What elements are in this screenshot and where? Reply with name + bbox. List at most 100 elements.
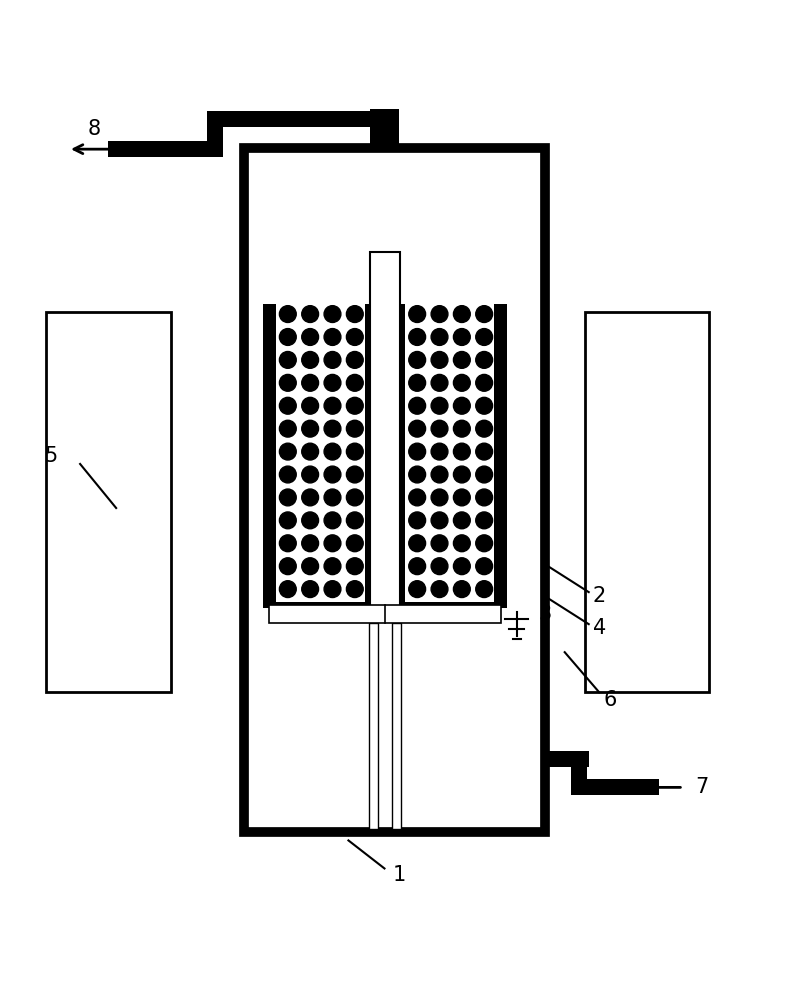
Text: 3: 3 [538, 604, 552, 624]
Circle shape [280, 329, 296, 345]
Bar [46, 312, 171, 692]
Circle shape [324, 397, 341, 414]
Circle shape [302, 397, 319, 414]
Bar [244, 148, 545, 832]
Circle shape [346, 443, 363, 460]
Circle shape [302, 466, 319, 483]
Bar [545, 751, 589, 767]
Circle shape [409, 306, 425, 322]
Circle shape [280, 306, 296, 322]
Circle shape [280, 558, 296, 575]
Circle shape [280, 352, 296, 368]
Circle shape [476, 352, 493, 368]
Circle shape [346, 352, 363, 368]
Circle shape [302, 420, 319, 437]
Circle shape [409, 329, 425, 345]
Circle shape [453, 535, 470, 552]
Circle shape [453, 352, 470, 368]
Circle shape [280, 512, 296, 529]
Circle shape [476, 374, 493, 391]
Text: 8: 8 [88, 119, 101, 139]
Circle shape [476, 306, 493, 322]
Circle shape [324, 535, 341, 552]
Circle shape [324, 306, 341, 322]
Circle shape [302, 581, 319, 598]
Bar [585, 312, 709, 692]
Bar [276, 304, 365, 602]
Circle shape [302, 558, 319, 575]
Circle shape [324, 374, 341, 391]
Text: 2: 2 [593, 586, 606, 606]
Circle shape [409, 489, 425, 506]
Circle shape [409, 352, 425, 368]
Circle shape [431, 489, 448, 506]
Circle shape [409, 535, 425, 552]
Circle shape [431, 512, 448, 529]
Circle shape [346, 535, 363, 552]
Text: 7: 7 [695, 777, 709, 797]
Bar [369, 623, 378, 829]
Text: 6: 6 [603, 690, 617, 710]
Circle shape [453, 374, 470, 391]
Bar [405, 304, 494, 602]
Circle shape [476, 512, 493, 529]
Circle shape [302, 489, 319, 506]
Circle shape [476, 535, 493, 552]
Circle shape [324, 512, 341, 529]
Circle shape [409, 443, 425, 460]
Circle shape [346, 558, 363, 575]
Circle shape [324, 489, 341, 506]
Circle shape [431, 443, 448, 460]
Text: 1: 1 [392, 865, 406, 885]
Circle shape [431, 397, 448, 414]
Circle shape [302, 443, 319, 460]
Circle shape [324, 466, 341, 483]
Circle shape [431, 374, 448, 391]
Circle shape [324, 558, 341, 575]
Circle shape [324, 443, 341, 460]
Circle shape [324, 352, 341, 368]
Circle shape [324, 420, 341, 437]
Bar [369, 252, 400, 612]
Bar [370, 109, 399, 148]
Text: 4: 4 [593, 618, 606, 638]
Circle shape [409, 420, 425, 437]
Circle shape [431, 558, 448, 575]
Circle shape [476, 443, 493, 460]
Circle shape [302, 352, 319, 368]
Circle shape [302, 374, 319, 391]
Circle shape [280, 443, 296, 460]
Circle shape [280, 397, 296, 414]
Circle shape [302, 512, 319, 529]
Circle shape [431, 352, 448, 368]
Text: 5: 5 [44, 446, 58, 466]
Circle shape [409, 466, 425, 483]
Circle shape [431, 535, 448, 552]
Circle shape [431, 420, 448, 437]
Bar [108, 141, 223, 157]
Circle shape [453, 512, 470, 529]
Circle shape [346, 374, 363, 391]
Bar [392, 623, 400, 829]
Circle shape [476, 489, 493, 506]
Bar [207, 111, 400, 127]
Circle shape [280, 489, 296, 506]
Circle shape [409, 512, 425, 529]
Circle shape [280, 535, 296, 552]
Circle shape [280, 374, 296, 391]
Circle shape [476, 397, 493, 414]
Circle shape [280, 420, 296, 437]
Circle shape [346, 489, 363, 506]
Circle shape [453, 489, 470, 506]
Circle shape [280, 581, 296, 598]
Circle shape [346, 466, 363, 483]
Circle shape [476, 329, 493, 345]
Bar [269, 605, 501, 623]
Circle shape [346, 581, 363, 598]
Circle shape [280, 466, 296, 483]
Bar [571, 751, 587, 795]
Bar [263, 304, 507, 608]
Circle shape [346, 329, 363, 345]
Circle shape [409, 581, 425, 598]
Circle shape [453, 558, 470, 575]
